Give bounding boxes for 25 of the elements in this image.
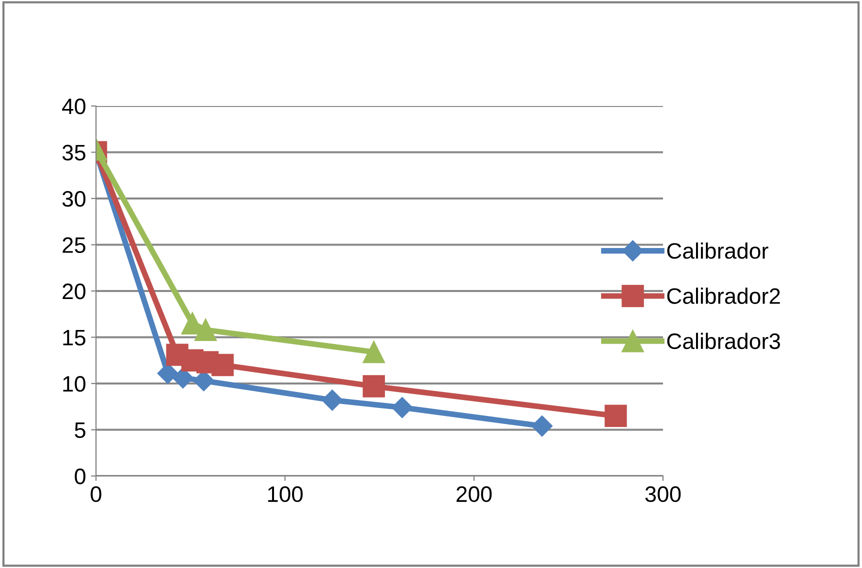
x-tick-label: 300 (645, 486, 681, 502)
y-tick-label: 20 (62, 284, 86, 300)
point (362, 375, 385, 398)
y-tick-label: 35 (62, 144, 86, 161)
y-tick-label: 30 (62, 191, 86, 207)
point (532, 416, 553, 437)
y-tick-label: 15 (63, 330, 86, 346)
point (172, 367, 194, 388)
legend-label: Calibrador (667, 242, 768, 259)
x-tick-label: 200 (456, 486, 492, 502)
y-tick-label: 40 (62, 98, 86, 114)
x-tick-label: 100 (268, 486, 303, 502)
point (322, 390, 343, 411)
point (212, 354, 234, 376)
y-tick-label: 25 (62, 237, 86, 254)
x-tick-label: 0 (90, 486, 102, 502)
y-tick-label: 10 (63, 376, 86, 392)
legend-label: Calibrador2 (667, 288, 780, 304)
y-tick-label: 5 (74, 422, 86, 438)
point (194, 318, 217, 341)
legend-label: Calibrador3 (667, 332, 780, 350)
y-tick-label: 0 (74, 468, 86, 484)
point (392, 397, 413, 418)
point (604, 404, 627, 427)
point (362, 340, 385, 364)
